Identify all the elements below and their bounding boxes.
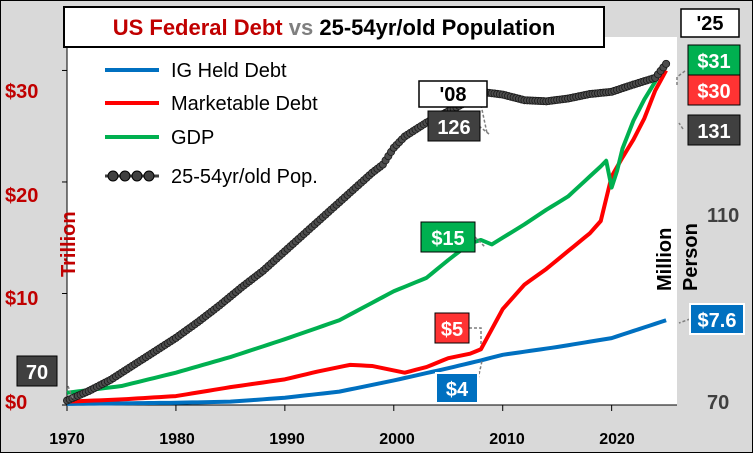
- x-tick-1990: 1990: [269, 431, 305, 448]
- y-left-tick-0: $0: [5, 392, 27, 414]
- callout-box-131: [687, 114, 741, 146]
- x-tick-2020: 2020: [599, 431, 635, 448]
- callout-text-15: $15: [431, 228, 464, 250]
- callout-pop-131: 131: [687, 114, 741, 146]
- callout-text-25: '25: [696, 13, 723, 35]
- callout-text-70: 70: [26, 362, 48, 384]
- legend-marker-pop-2: [119, 170, 131, 182]
- callout-year-25: '25: [680, 8, 740, 38]
- x-tick-1970: 1970: [49, 431, 85, 448]
- series-line-ig-held-debt: [66, 318, 667, 406]
- callout-box-126: [427, 110, 481, 142]
- x-tick-marks: [66, 405, 613, 411]
- callout-box-5: [434, 312, 470, 344]
- legend-label-pop: 25-54yr/old Pop.: [171, 166, 318, 188]
- legend-marker-pop-1: [107, 170, 119, 182]
- legend-marker-pop-4: [143, 170, 155, 182]
- callout-text-131: 131: [697, 121, 730, 143]
- leader-76: [678, 318, 691, 324]
- legend: IG Held Debt Marketable Debt GDP 25-54yr…: [105, 60, 318, 188]
- title-part1: US Federal Debt: [113, 15, 284, 40]
- callout-text-08: '08: [439, 84, 466, 106]
- callout-text-4: $4: [446, 379, 469, 401]
- x-tick-2010: 2010: [489, 431, 525, 448]
- y-left-axis-title: Trillion: [58, 211, 80, 277]
- y-right-tick-110: 110: [707, 205, 739, 227]
- leader-70: [67, 385, 74, 400]
- title-box: [63, 6, 605, 48]
- callout-box-30: [687, 74, 741, 106]
- chart-title: US Federal Debt vs 25-54yr/old Populatio…: [113, 15, 556, 40]
- callout-box-15: [420, 221, 476, 253]
- leader-15: [474, 236, 486, 248]
- y-left-tick-marks: [62, 69, 67, 406]
- leader-126: [478, 125, 490, 135]
- callout-box-4: [435, 372, 479, 404]
- legend-label-marketable: Marketable Debt: [171, 93, 318, 115]
- callout-gdp-15: $15: [420, 221, 476, 253]
- callout-text-30: $30: [697, 81, 730, 103]
- callout-box-08: [418, 80, 488, 108]
- y-right-tick-70: 70: [707, 392, 729, 414]
- legend-label-ig: IG Held Debt: [171, 60, 287, 82]
- callout-box-76: [689, 303, 745, 335]
- callout-ig-76: $7.6: [689, 303, 745, 335]
- leader-25: [676, 70, 686, 87]
- legend-label-gdp: GDP: [171, 127, 214, 149]
- callout-pop-126: 126: [427, 110, 481, 142]
- y-left-tick-20: $20: [5, 185, 38, 207]
- callout-box-25: [680, 8, 740, 38]
- series-point-25-54yr-old-pop--220: [662, 59, 671, 68]
- y-left-tick-10: $10: [5, 288, 38, 310]
- callout-leaders: [67, 70, 691, 400]
- leader-5: [469, 327, 482, 345]
- y-left-tick-30: $30: [5, 81, 38, 103]
- callout-year-08: '08: [418, 80, 488, 108]
- title-part2: vs: [283, 15, 320, 40]
- legend-marker-pop-3: [131, 170, 143, 182]
- callout-pop-70: 70: [16, 355, 58, 387]
- y-right-axis-title-1: Million: [654, 228, 676, 291]
- series-line-gdp: [66, 60, 668, 395]
- callout-mkt-30: $30: [687, 74, 741, 106]
- callout-box-70: [16, 355, 58, 387]
- callout-mkt-5: $5: [434, 312, 470, 344]
- x-tick-2000: 2000: [379, 431, 415, 448]
- series-line-marketable-debt: [66, 69, 668, 404]
- leader-4: [477, 360, 483, 380]
- callout-text-5: $5: [441, 319, 463, 341]
- callout-gdp-31: $31: [687, 44, 741, 76]
- leader-131: [678, 122, 684, 130]
- callout-box-31: [687, 44, 741, 76]
- title-part3: 25-54yr/old Population: [319, 15, 555, 40]
- callout-ig-4: $4: [435, 372, 479, 404]
- callout-text-126: 126: [437, 117, 470, 139]
- callout-text-31: $31: [697, 51, 730, 73]
- y-right-axis-title-2: Person: [680, 223, 702, 291]
- x-tick-1980: 1980: [159, 431, 195, 448]
- callout-text-76: $7.6: [698, 310, 737, 332]
